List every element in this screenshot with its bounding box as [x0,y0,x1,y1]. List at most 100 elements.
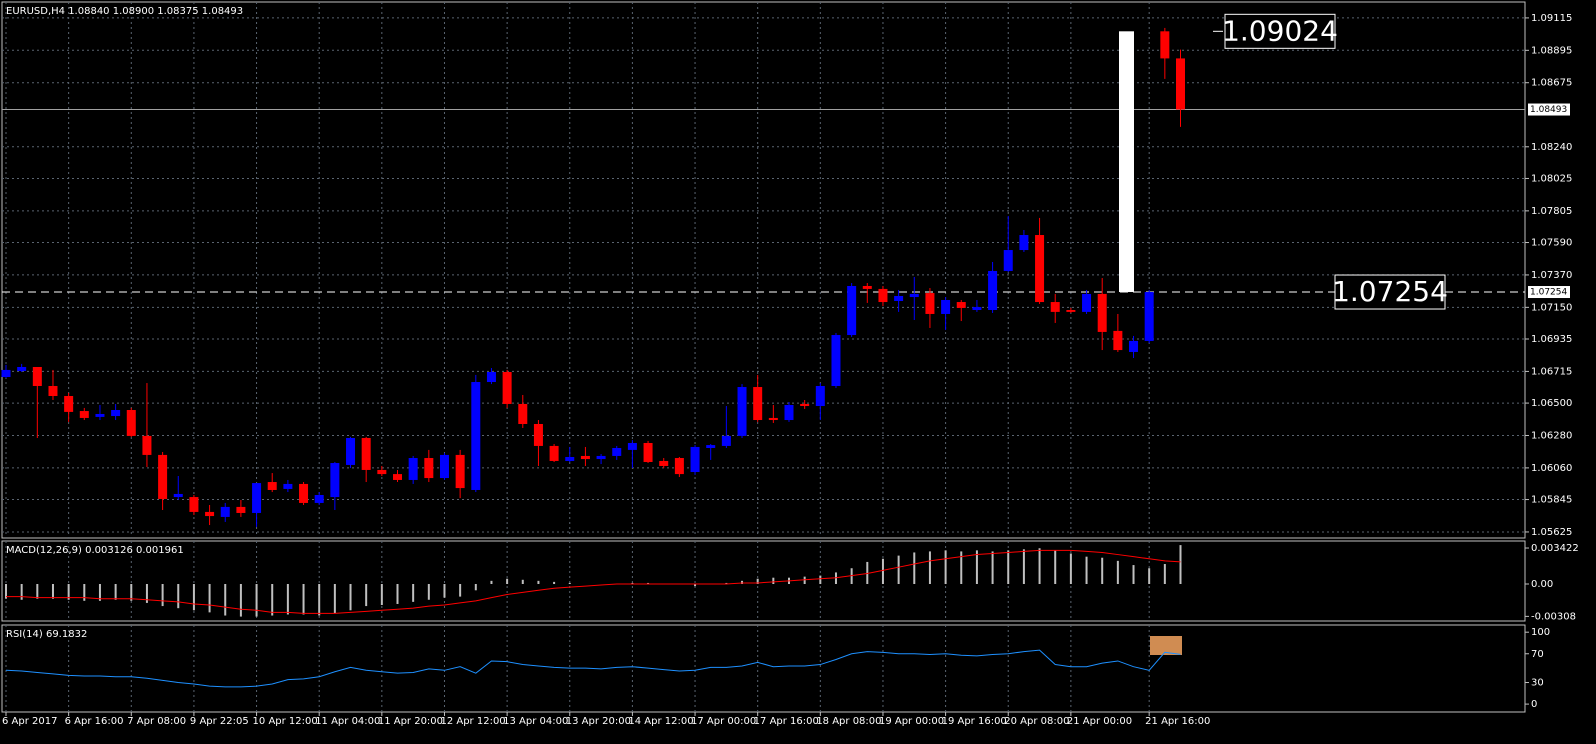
y-tick-label: 0 [1531,699,1537,710]
candle-body [1019,235,1029,251]
candle-body [1082,293,1092,312]
candle-body [1176,58,1185,110]
y-tick-label: 1.08240 [1531,142,1572,153]
x-tick-label: 13 Apr 04:00 [503,716,568,727]
candle-body [17,366,27,371]
candle-body [111,410,121,417]
candle-body [377,469,387,475]
level-label-box [1334,274,1446,310]
candle-body [800,403,810,407]
candle-body [533,423,543,446]
candle-body [220,506,230,517]
candle-body [439,454,449,479]
candle-body [1097,293,1107,332]
candle-body [878,288,888,303]
candle-body [706,445,716,449]
y-tick-label: 1.08895 [1531,45,1572,56]
candle-body [79,411,89,418]
y-tick-label: 1.07590 [1531,238,1572,249]
candle-body [158,454,168,499]
x-tick-label: 6 Apr 2017 [2,716,57,727]
candle-body [941,299,951,314]
candle-body [95,413,105,417]
candle-body [862,285,872,289]
y-tick-label: 1.06280 [1531,430,1572,441]
y-tick-label: 100 [1531,627,1550,638]
candle-body [1050,302,1060,312]
y-tick-label: 1.05625 [1531,527,1572,538]
candle-body [205,511,215,517]
candle-body [518,403,528,424]
y-tick-label: 1.07150 [1531,302,1572,313]
x-tick-label: 21 Apr 16:00 [1145,716,1210,727]
x-tick-label: 17 Apr 00:00 [691,716,756,727]
candle-body [909,293,919,298]
y-tick-label: 1.05845 [1531,495,1572,506]
axis-price-label: 1.08493 [1530,105,1567,115]
panel-frame [1,624,1526,713]
x-tick-label: 10 Apr 12:00 [253,716,318,727]
x-tick-label: 9 Apr 22:05 [190,716,249,727]
candle-body [596,455,606,460]
candle-body [299,483,309,503]
candle-body [173,493,183,498]
y-tick-label: 1.07370 [1531,270,1572,281]
axis-price-label: 1.07254 [1530,288,1567,298]
y-tick-label: 1.09115 [1531,13,1572,24]
panel-frame [1,540,1526,622]
level-label-box [1224,13,1336,49]
y-tick-label: 1.08675 [1531,78,1572,89]
candle-body [768,417,778,421]
candle-body [267,482,277,490]
candle-body [1129,340,1139,352]
candle-body [48,385,58,397]
candle-body [643,442,653,462]
candle-body [314,494,324,503]
candle-body [925,293,935,314]
candle-body [1144,292,1154,341]
axis-price-box [1528,286,1570,299]
x-tick-label: 12 Apr 12:00 [440,716,505,727]
candle-body [721,435,731,446]
candle-body [126,410,136,436]
candle-body [408,458,418,480]
candle-body [580,455,590,460]
candle-body [988,270,998,310]
rsi-line [5,649,1181,688]
y-tick-label: 1.06060 [1531,463,1572,474]
candle-body [393,474,402,480]
candle-body [283,483,293,489]
candle-body [674,458,684,475]
x-tick-label: 20 Apr 08:00 [1004,716,1069,727]
rsi-highlight [1150,636,1182,655]
axis-price-box [1528,103,1570,116]
candle-body [847,285,857,336]
y-tick-label: 1.07805 [1531,206,1572,217]
candle-body [612,448,622,456]
candle-body [142,435,152,455]
x-tick-label: 19 Apr 00:00 [879,716,944,727]
y-tick-label: 1.08025 [1531,173,1572,184]
candle-body [690,446,700,473]
candle-body [549,445,559,461]
x-tick-label: 18 Apr 08:00 [816,716,881,727]
candle-body [424,458,434,479]
candle-body [346,437,356,465]
candle-body [956,302,966,308]
candle-body [815,385,825,407]
panel-title: MACD(12,26,9) 0.003126 0.001961 [6,545,184,556]
candle-body [1035,235,1045,303]
y-tick-label: 1.06715 [1531,366,1572,377]
candle-body [64,396,74,412]
candle-body [32,366,42,386]
candle-body [1160,31,1170,59]
x-tick-label: 7 Apr 08:00 [127,716,186,727]
gap-highlight [1119,31,1134,293]
panel-title: EURUSD,H4 1.08840 1.08900 1.08375 1.0849… [6,6,243,17]
y-tick-label: 0.00 [1531,579,1553,590]
x-tick-label: 21 Apr 00:00 [1067,716,1132,727]
x-tick-label: 6 Apr 16:00 [65,716,124,727]
candle-body [784,404,794,421]
